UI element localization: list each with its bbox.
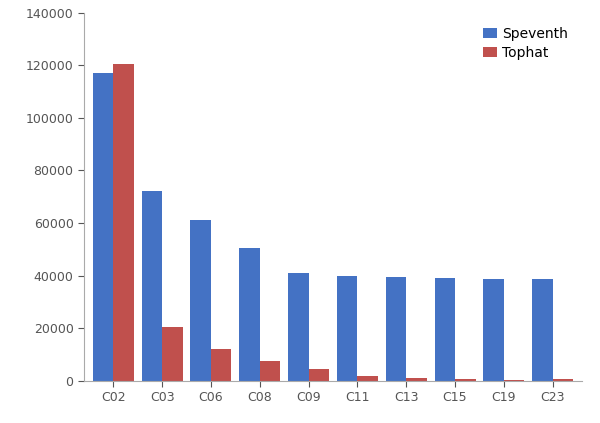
Bar xyxy=(211,349,232,381)
Bar xyxy=(260,361,280,381)
Bar xyxy=(553,379,573,381)
Bar xyxy=(308,369,329,381)
Bar xyxy=(190,220,211,381)
Legend: Speventh, Tophat: Speventh, Tophat xyxy=(476,19,575,67)
Bar xyxy=(434,278,455,381)
Bar xyxy=(532,280,553,381)
Bar xyxy=(142,192,162,381)
Bar xyxy=(358,376,378,381)
Bar xyxy=(337,275,358,381)
Bar xyxy=(113,64,134,381)
Bar xyxy=(484,280,504,381)
Bar xyxy=(288,273,308,381)
Bar xyxy=(406,378,427,381)
Bar xyxy=(504,380,524,381)
Bar xyxy=(162,327,182,381)
Bar xyxy=(93,73,113,381)
Bar xyxy=(455,379,476,381)
Bar xyxy=(239,248,260,381)
Bar xyxy=(386,277,406,381)
